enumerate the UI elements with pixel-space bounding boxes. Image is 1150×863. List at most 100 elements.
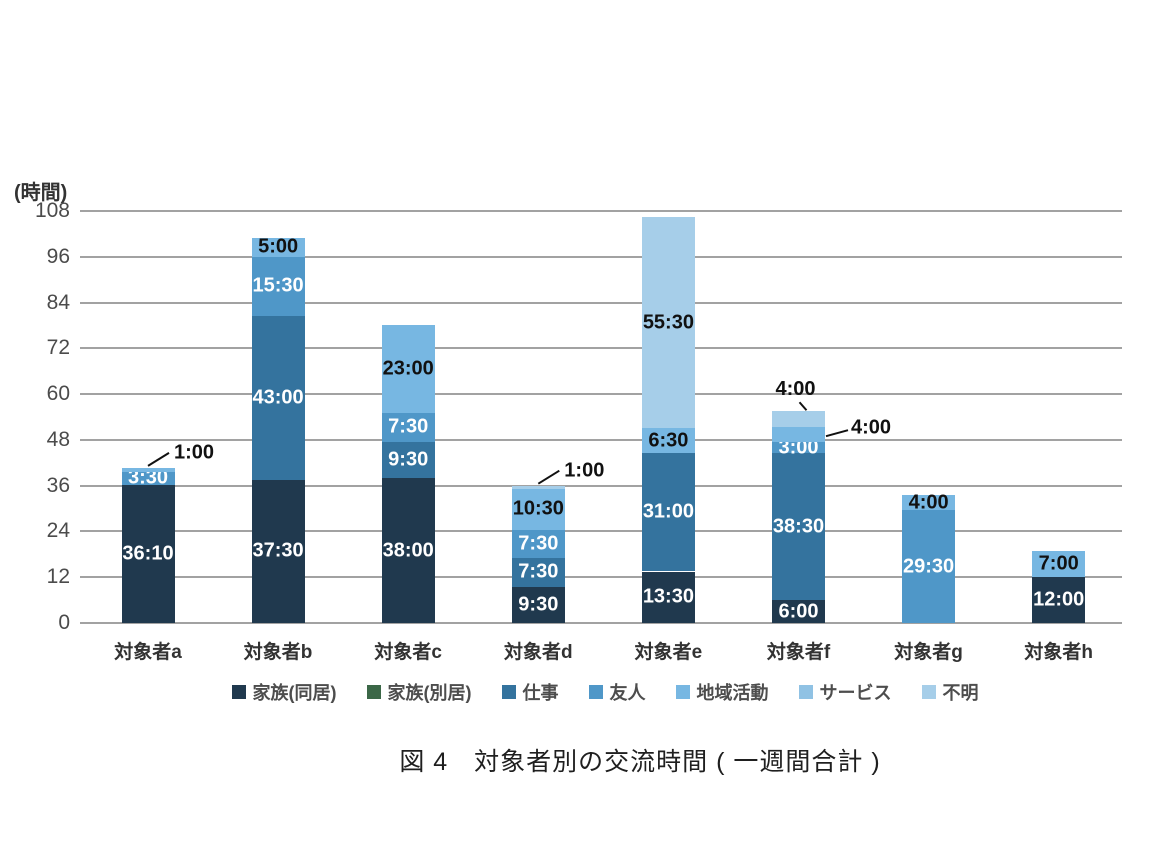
y-axis-tick-label: 0 bbox=[58, 611, 70, 634]
bar-segment: 9:30 bbox=[511, 586, 565, 623]
bar-segment: 43:00 bbox=[251, 315, 305, 480]
segment-value-label: 5:00 bbox=[258, 235, 299, 258]
y-axis-tick-label: 72 bbox=[46, 336, 70, 360]
legend-item-label: 仕事 bbox=[522, 683, 559, 703]
segment-value-label: 12:00 bbox=[1033, 588, 1085, 611]
legend-swatch bbox=[366, 685, 381, 699]
gridline bbox=[80, 438, 1122, 441]
gridline bbox=[80, 393, 1122, 396]
bar-segment: 3:30 bbox=[121, 467, 175, 489]
y-axis-tick-label: 24 bbox=[46, 519, 70, 543]
bar-segment: 6:00 bbox=[772, 600, 825, 623]
bar-segment: 37:30 bbox=[251, 479, 305, 623]
legend-swatch bbox=[501, 685, 516, 699]
x-axis-category-label: 対象者b bbox=[243, 642, 313, 663]
bar-segment: 12:00 bbox=[1032, 577, 1086, 623]
bar-segment bbox=[511, 485, 565, 490]
callout-line bbox=[825, 429, 849, 438]
bar-segment: 3:00 bbox=[772, 436, 825, 458]
segment-value-label: 7:30 bbox=[518, 560, 559, 583]
legend-item: サービス bbox=[798, 679, 892, 705]
bar-segment: 9:30 bbox=[381, 441, 435, 479]
segment-value-label: 38:30 bbox=[772, 515, 825, 538]
segment-value-label: 31:00 bbox=[642, 500, 694, 523]
callout-value-label: 1:00 bbox=[174, 441, 215, 464]
callout-value-label: 4:00 bbox=[775, 378, 816, 401]
legend-item-label: 地域活動 bbox=[696, 683, 769, 703]
x-axis-category-label: 対象者e bbox=[634, 642, 703, 663]
callout-line bbox=[147, 452, 170, 467]
segment-value-label: 6:00 bbox=[778, 600, 819, 623]
legend-item: 友人 bbox=[588, 679, 646, 705]
bar-segment: 7:30 bbox=[511, 529, 565, 559]
gridline bbox=[80, 255, 1122, 258]
gridline bbox=[80, 622, 1122, 624]
bar-segment bbox=[772, 411, 825, 427]
segment-value-label: 15:30 bbox=[252, 274, 304, 297]
legend-item-label: 友人 bbox=[609, 683, 646, 703]
y-axis-tick-label: 12 bbox=[46, 565, 70, 589]
x-axis-category-label: 対象者d bbox=[503, 642, 573, 663]
x-axis-category-label: 対象者a bbox=[114, 642, 182, 663]
gridline bbox=[80, 301, 1122, 304]
x-axis-category-label: 対象者g bbox=[894, 642, 963, 663]
legend-item-label: サービス bbox=[819, 683, 892, 703]
segment-value-label: 29:30 bbox=[903, 555, 955, 578]
bar-segment: 6:30 bbox=[641, 428, 695, 454]
x-axis-category-label: 対象者h bbox=[1024, 642, 1093, 663]
legend-swatch bbox=[231, 685, 246, 699]
y-axis-tick-label: 48 bbox=[46, 427, 70, 451]
gridline bbox=[80, 484, 1122, 487]
bar-segment: 55:30 bbox=[641, 216, 695, 429]
legend-swatch bbox=[675, 685, 690, 699]
bar-segment: 31:00 bbox=[641, 453, 695, 572]
callout-value-label: 4:00 bbox=[851, 416, 892, 439]
segment-value-label: 9:30 bbox=[388, 448, 429, 471]
segment-value-label: 13:30 bbox=[642, 585, 694, 608]
legend-item: 仕事 bbox=[501, 679, 559, 705]
callout-value-label: 1:00 bbox=[564, 459, 605, 482]
bar-segment: 38:00 bbox=[381, 478, 435, 623]
bar-segment: 13:30 bbox=[641, 571, 695, 623]
bar-segment: 23:00 bbox=[381, 325, 435, 414]
gridline bbox=[80, 576, 1122, 579]
y-axis-tick-label: 60 bbox=[46, 382, 70, 406]
bar-segment: 36:10 bbox=[121, 485, 175, 623]
segment-value-label: 4:00 bbox=[908, 491, 949, 514]
bar-segment: 7:30 bbox=[511, 558, 565, 587]
bar-segment: 10:30 bbox=[511, 489, 565, 530]
y-axis-unit-label: (時間) bbox=[14, 182, 68, 204]
segment-value-label: 55:30 bbox=[642, 311, 694, 334]
legend-item-label: 不明 bbox=[942, 683, 979, 703]
segment-value-label: 36:10 bbox=[122, 542, 174, 565]
y-axis-tick-label: 96 bbox=[46, 244, 70, 268]
legend-item-label: 家族(同居) bbox=[252, 683, 337, 703]
chart-legend: 家族(同居) 家族(別居) 仕事 友人 地域活動 サービス 不明 bbox=[60, 679, 1150, 705]
segment-value-label: 7:00 bbox=[1038, 552, 1079, 575]
segment-value-label: 9:30 bbox=[518, 593, 559, 616]
legend-item: 地域活動 bbox=[675, 679, 769, 705]
segment-value-label: 6:30 bbox=[648, 429, 689, 452]
bar-segment bbox=[772, 426, 825, 442]
gridline bbox=[80, 530, 1122, 533]
segment-value-label: 38:00 bbox=[382, 539, 434, 561]
x-axis-category-label: 対象者c bbox=[374, 642, 442, 663]
segment-value-label: 7:30 bbox=[388, 415, 429, 438]
legend-item: 不明 bbox=[921, 679, 979, 705]
callout-line bbox=[798, 401, 808, 411]
bar-segment: 7:00 bbox=[1032, 550, 1086, 578]
bar-segment: 15:30 bbox=[251, 256, 305, 316]
bar-segment bbox=[121, 467, 175, 472]
legend-swatch bbox=[798, 685, 813, 699]
legend-item: 家族(別居) bbox=[366, 679, 472, 705]
y-axis-tick-label: 84 bbox=[46, 290, 70, 314]
legend-swatch bbox=[921, 685, 936, 699]
segment-value-label: 10:30 bbox=[512, 497, 564, 520]
bar-segment: 5:00 bbox=[251, 235, 305, 258]
callout-line bbox=[537, 469, 560, 485]
x-axis-category-label: 対象者f bbox=[766, 642, 831, 663]
y-axis-tick-label: 108 bbox=[34, 199, 70, 222]
gridline bbox=[80, 347, 1122, 350]
